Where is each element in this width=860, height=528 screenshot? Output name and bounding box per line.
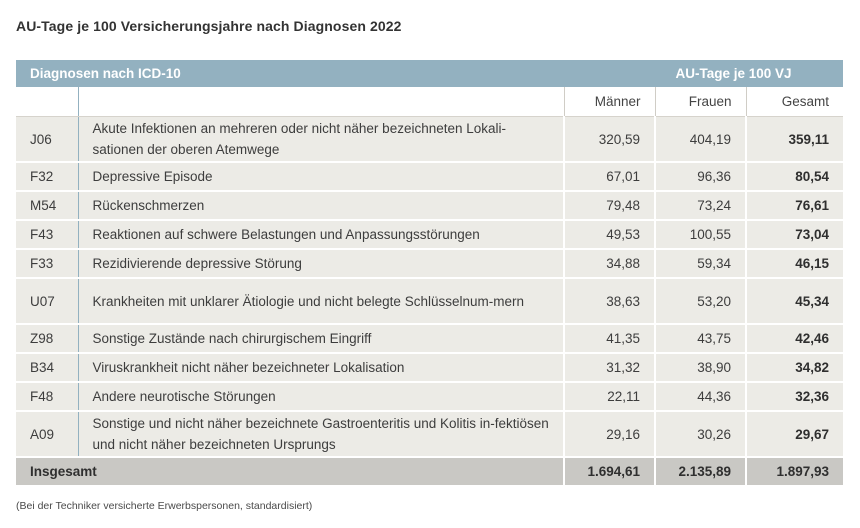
value-total: 73,04 — [745, 220, 843, 250]
header-diagnoses: Diagnosen nach ICD-10 — [16, 60, 564, 87]
table-header-row: Diagnosen nach ICD-10 AU-Tage je 100 VJ — [16, 60, 843, 87]
value-women: 59,34 — [654, 249, 746, 279]
value-men: 31,32 — [563, 353, 655, 383]
column-header-women: Frauen — [654, 87, 746, 117]
table-row: A09 Sonstige und nicht näher bezeichnete… — [16, 411, 843, 458]
value-total: 359,11 — [745, 116, 843, 163]
value-women: 44,36 — [654, 382, 746, 412]
header-au-days: AU-Tage je 100 VJ — [564, 60, 843, 87]
diagnosis-label: Sonstige und nicht näher bezeichnete Gas… — [78, 411, 564, 458]
column-header-men: Männer — [563, 87, 655, 117]
value-women: 30,26 — [654, 411, 746, 458]
table-row: F43 Reaktionen auf schwere Belastungen u… — [16, 220, 843, 250]
table-row: J06 Akute Infektionen an mehreren oder n… — [16, 116, 843, 163]
value-women: 73,24 — [654, 191, 746, 221]
diagnosis-label: Rückenschmerzen — [78, 191, 564, 221]
diagnosis-label: Akute Infektionen an mehreren oder nicht… — [78, 116, 564, 163]
value-total: 42,46 — [745, 324, 843, 354]
table-subheader-row: Männer Frauen Gesamt — [16, 87, 843, 117]
value-women: 43,75 — [654, 324, 746, 354]
value-total: 80,54 — [745, 162, 843, 192]
icd-code: J06 — [16, 116, 79, 163]
footnote: (Bei der Techniker versicherte Erwerbspe… — [16, 500, 313, 512]
table-row: F32 Depressive Episode 67,01 96,36 80,54 — [16, 162, 843, 192]
value-men: 49,53 — [563, 220, 655, 250]
value-men: 29,16 — [563, 411, 655, 458]
diagnosis-label: Rezidivierende depressive Störung — [78, 249, 564, 279]
table-row: F33 Rezidivierende depressive Störung 34… — [16, 249, 843, 279]
total-row: Insgesamt 1.694,61 2.135,89 1.897,93 — [16, 457, 843, 485]
table-row: B34 Viruskrankheit nicht näher bezeichne… — [16, 353, 843, 383]
value-total: 32,36 — [745, 382, 843, 412]
total-overall: 1.897,93 — [745, 457, 843, 485]
diagnosis-label: Sonstige Zustände nach chirurgischem Ein… — [78, 324, 564, 354]
value-total: 46,15 — [745, 249, 843, 279]
value-women: 100,55 — [654, 220, 746, 250]
value-men: 22,11 — [563, 382, 655, 412]
diagnoses-table: Diagnosen nach ICD-10 AU-Tage je 100 VJ … — [16, 60, 843, 485]
table-title: AU-Tage je 100 Versicherungsjahre nach D… — [16, 18, 402, 34]
value-total: 45,34 — [745, 278, 843, 325]
icd-code: A09 — [16, 411, 79, 458]
icd-code: F32 — [16, 162, 79, 192]
icd-code: B34 — [16, 353, 79, 383]
icd-code: F43 — [16, 220, 79, 250]
value-men: 67,01 — [563, 162, 655, 192]
icd-code: U07 — [16, 278, 79, 325]
value-men: 34,88 — [563, 249, 655, 279]
value-total: 29,67 — [745, 411, 843, 458]
value-men: 320,59 — [563, 116, 655, 163]
table-row: M54 Rückenschmerzen 79,48 73,24 76,61 — [16, 191, 843, 221]
value-women: 53,20 — [654, 278, 746, 325]
total-men: 1.694,61 — [563, 457, 655, 485]
icd-code: F33 — [16, 249, 79, 279]
diagnosis-label: Depressive Episode — [78, 162, 564, 192]
value-total: 76,61 — [745, 191, 843, 221]
icd-code: Z98 — [16, 324, 79, 354]
total-women: 2.135,89 — [654, 457, 746, 485]
diagnosis-label: Reaktionen auf schwere Belastungen und A… — [78, 220, 564, 250]
diagnosis-label: Andere neurotische Störungen — [78, 382, 564, 412]
table-row: Z98 Sonstige Zustände nach chirurgischem… — [16, 324, 843, 354]
table-row: U07 Krankheiten mit unklarer Ätiologie u… — [16, 278, 843, 325]
value-total: 34,82 — [745, 353, 843, 383]
value-women: 404,19 — [654, 116, 746, 163]
column-header-total: Gesamt — [745, 87, 843, 117]
value-men: 41,35 — [563, 324, 655, 354]
icd-code: M54 — [16, 191, 79, 221]
diagnosis-label: Viruskrankheit nicht näher bezeichneter … — [78, 353, 564, 383]
value-women: 96,36 — [654, 162, 746, 192]
value-men: 38,63 — [563, 278, 655, 325]
icd-code: F48 — [16, 382, 79, 412]
total-label: Insgesamt — [16, 457, 564, 485]
value-men: 79,48 — [563, 191, 655, 221]
value-women: 38,90 — [654, 353, 746, 383]
table-row: F48 Andere neurotische Störungen 22,11 4… — [16, 382, 843, 412]
diagnosis-label: Krankheiten mit unklarer Ätiologie und n… — [78, 278, 564, 325]
